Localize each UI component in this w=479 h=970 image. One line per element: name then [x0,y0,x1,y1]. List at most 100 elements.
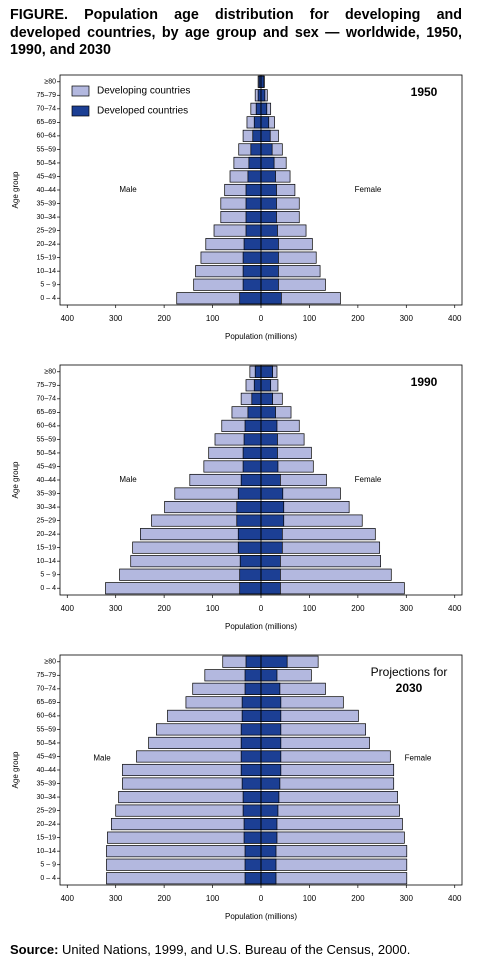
y-tick-label: 30–34 [37,794,57,801]
bar [244,858,262,871]
y-tick-label: 35–39 [37,780,57,787]
charts: 400 300 200 100 0 100 200 300 400 0 – 4 5 – 9 10–14… [11,74,463,921]
x-tick-label: 0 [259,604,264,613]
bar [245,183,262,197]
bar [105,582,262,595]
bar [243,818,262,831]
bar [260,541,283,554]
y-tick-label: 15–19 [37,254,57,261]
bar [242,804,262,817]
y-tick-label: 35–39 [37,200,57,207]
bar [260,143,273,156]
bar [260,777,395,790]
y-tick-label: 0 – 4 [40,875,56,882]
x-tick-label: 400 [448,604,462,613]
bar [260,804,400,817]
x-tick-label: 400 [448,894,462,903]
y-tick-label: 50–54 [37,450,57,457]
y-tick-label: 10–14 [37,268,57,275]
bar [250,143,262,156]
panel-label: 1990 [411,375,438,389]
x-tick-label: 100 [303,894,317,903]
bar [260,487,284,500]
bar [244,669,262,682]
x-axis-label: Population (millions) [225,912,297,921]
y-tick-label: 75–79 [37,672,57,679]
bar [245,655,262,668]
bar [260,392,273,405]
bar [247,406,262,419]
bar [260,872,408,885]
y-tick-label: 25–29 [37,807,57,814]
x-tick-label: 200 [157,314,171,323]
male-label: Male [119,185,137,194]
y-tick-label: 30–34 [37,504,57,511]
y-tick-label: 10–14 [37,848,57,855]
bar [237,528,262,541]
y-tick-label: 20–24 [37,821,57,828]
bar [260,89,266,102]
x-tick-label: 100 [206,894,220,903]
bar [260,845,277,858]
bar [260,116,270,129]
bar [260,446,278,459]
y-tick-label: 70–74 [37,106,57,113]
bar [106,845,262,858]
bar [260,156,275,169]
female-label: Female [405,754,432,763]
x-tick-label: 300 [109,314,123,323]
bar [260,473,281,487]
bar [260,736,282,749]
bar [260,365,273,378]
bar [260,555,281,568]
x-tick-label: 300 [400,894,414,903]
y-axis-label: Age group [11,171,20,208]
y-tick-label: 0 – 4 [40,585,56,592]
bar [260,102,268,115]
bar [260,197,277,210]
male-label: Male [93,754,111,763]
bar [248,156,262,169]
bar [260,582,405,595]
bar [254,365,262,378]
source-label: Source: [10,942,59,957]
bar [240,736,262,749]
panel-label: Projections for [371,665,448,679]
bar [240,763,262,777]
y-tick-label: 65–69 [37,699,57,706]
bar [110,818,262,831]
x-tick-label: 200 [351,314,365,323]
bar [244,872,262,885]
y-tick-label: 5 – 9 [40,862,56,869]
bar [241,696,262,709]
bar [260,433,278,446]
y-tick-label: 50–54 [37,160,57,167]
bar [237,541,262,554]
bar [237,487,262,500]
bar [260,419,278,432]
bar [242,791,262,804]
bar [260,460,279,473]
bar [252,129,262,142]
x-tick-label: 100 [303,604,317,613]
bar [255,102,262,115]
bar [260,669,278,682]
bar [106,858,262,871]
bar [245,197,262,210]
bar [106,872,262,885]
x-tick-label: 200 [351,604,365,613]
bar [118,791,262,804]
y-tick-label: 0 – 4 [40,295,56,302]
bar [243,238,262,251]
y-tick-label: 70–74 [37,686,57,693]
bar [245,211,262,224]
bar [260,804,279,817]
y-tick-label: 15–19 [37,544,57,551]
bar [260,211,277,224]
x-tick-label: 400 [61,604,75,613]
bar [260,224,278,237]
bar [241,709,262,722]
x-tick-label: 200 [157,604,171,613]
y-tick-label: 50–54 [37,740,57,747]
bar [236,514,262,527]
